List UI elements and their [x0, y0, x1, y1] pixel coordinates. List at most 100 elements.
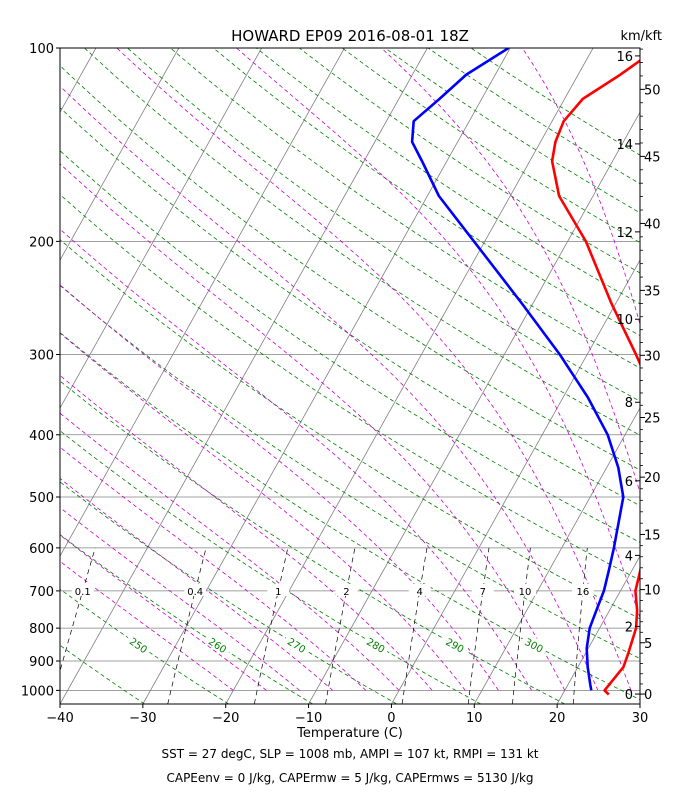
- moist-adiabat-line: [60, 412, 400, 691]
- mixing-ratio-label: 0.4: [187, 587, 203, 598]
- dry-adiabat-line: [60, 380, 565, 704]
- km-tick-label: 0: [625, 688, 633, 703]
- dry-adiabat-line: [60, 430, 481, 704]
- dry-adiabat-line: [341, 48, 640, 244]
- dry-adiabat-line: [60, 534, 313, 704]
- dry-adiabat-line: [60, 644, 145, 704]
- kft-tick-label: 50: [644, 83, 661, 98]
- right-axis-label: km/kft: [620, 29, 662, 44]
- dry-adiabat-label-group: 260: [204, 632, 233, 657]
- x-axis-label: Temperature (C): [296, 726, 403, 741]
- km-tick-label: 8: [625, 396, 633, 411]
- grid-layer: [0, 48, 640, 704]
- mixing-ratio-label: 4: [417, 587, 423, 598]
- dry-adiabat-label-bg: [204, 632, 233, 657]
- p-tick-label: 500: [29, 491, 54, 506]
- kft-tick-label: 0: [644, 688, 652, 703]
- footer-line-2: CAPEenv = 0 J/kg, CAPErmw = 5 J/kg, CAPE…: [166, 771, 533, 785]
- mixing-ratio-line: [572, 547, 588, 704]
- dry-adiabat-line: [60, 107, 640, 507]
- kft-tick-label: 45: [644, 150, 661, 165]
- kft-tick-label: 10: [644, 584, 661, 599]
- km-tick-label: 4: [625, 549, 633, 564]
- mixing-ratio-label: 16: [577, 587, 590, 598]
- x-tick-label: 20: [549, 711, 566, 726]
- mixing-ratio-line: [401, 547, 428, 704]
- mixing-ratio-label-bg: [471, 583, 494, 596]
- mixing-ratio-line: [467, 547, 490, 704]
- x-tick-label: −30: [129, 711, 156, 726]
- kft-tick-label: 30: [644, 349, 661, 364]
- x-tick-label: −40: [46, 711, 73, 726]
- chart-title: HOWARD EP09 2016-08-01 18Z: [231, 27, 469, 45]
- mixing-ratio-label-bg: [571, 583, 594, 596]
- kft-tick-label: 15: [644, 528, 661, 543]
- moist-adiabat-line: [60, 507, 300, 691]
- moist-adiabat-line: [381, 48, 640, 494]
- kft-tick-label: 20: [644, 471, 661, 486]
- dry-adiabat-line: [470, 48, 640, 156]
- dry-adiabat-line: [427, 48, 640, 185]
- isotherm-line: [60, 48, 428, 704]
- moist-adiabat-line: [60, 85, 599, 691]
- p-tick-label: 1000: [21, 684, 54, 699]
- mixing-ratio-label-bg: [335, 583, 358, 596]
- p-tick-label: 900: [29, 655, 54, 670]
- isotherm-line: [556, 555, 640, 704]
- dry-adiabat-line: [60, 65, 640, 471]
- dry-adiabat-line: [60, 703, 61, 704]
- km-tick-label: 12: [616, 226, 633, 241]
- mixing-ratio-label-bg: [184, 583, 207, 596]
- isotherm-line: [60, 48, 345, 557]
- dry-adiabat-line: [60, 150, 640, 543]
- isotherm-line: [60, 48, 262, 409]
- dry-adiabat-label-bg: [283, 632, 312, 657]
- moist-adiabat-line: [116, 48, 632, 691]
- kft-tick-label: 5: [644, 637, 652, 652]
- series-layer: [410, 48, 640, 696]
- dry-adiabat-line: [170, 48, 640, 369]
- p-tick-label: 700: [29, 585, 54, 600]
- dry-adiabat-label-group: 290: [441, 632, 470, 656]
- dry-adiabat-label-group: 280: [362, 632, 391, 656]
- mixing-ratio-line: [253, 547, 289, 704]
- dry-adiabat-label-bg: [125, 631, 154, 657]
- p-tick-label: 300: [29, 348, 54, 363]
- mixing-ratio-label: 1: [275, 587, 281, 598]
- isotherm-line: [60, 48, 180, 261]
- dry-adiabat-label-bg: [441, 632, 470, 656]
- plot-frame: [59, 47, 641, 705]
- isotherm-line: [391, 259, 640, 704]
- mixing-ratio-label-bg: [408, 583, 431, 596]
- moist-adiabat-line: [60, 446, 367, 691]
- mixing-ratio-label-bg: [267, 583, 290, 596]
- isotherm-line: [308, 111, 640, 704]
- dry-adiabat-line: [60, 194, 640, 581]
- dry-adiabat-line: [60, 332, 640, 701]
- x-tick-label: −20: [212, 711, 239, 726]
- dry-adiabat-line: [84, 48, 640, 436]
- dry-adiabat-line: [384, 48, 640, 214]
- x-tick-label: 0: [387, 711, 395, 726]
- km-tick-label: 2: [625, 620, 633, 635]
- grid-label-layer: 0.10.41247101681216202428322502602702802…: [71, 583, 594, 657]
- kft-tick-label: 35: [644, 284, 661, 299]
- dry-adiabat-line: [60, 588, 229, 704]
- mixing-ratio-label: 7: [480, 587, 486, 598]
- km-tick-label: 10: [616, 313, 633, 328]
- x-tick-label: 10: [466, 711, 483, 726]
- moist-adiabat-line: [60, 374, 433, 691]
- moist-adiabat-line: [521, 48, 640, 326]
- isotherm-line: [0, 48, 13, 704]
- isotherm-line: [473, 407, 640, 704]
- dry-adiabat-label-bg: [520, 632, 549, 656]
- isotherm-line: [60, 48, 97, 113]
- x-tick-label: 30: [632, 711, 649, 726]
- mixing-ratio-label-bg: [71, 583, 94, 596]
- p-tick-label: 600: [29, 542, 54, 557]
- mixing-ratio-label: 0.1: [75, 587, 91, 598]
- dewpoint-profile-line: [410, 48, 625, 691]
- mixing-ratio-label: 10: [519, 587, 532, 598]
- km-tick-label: 16: [616, 50, 633, 65]
